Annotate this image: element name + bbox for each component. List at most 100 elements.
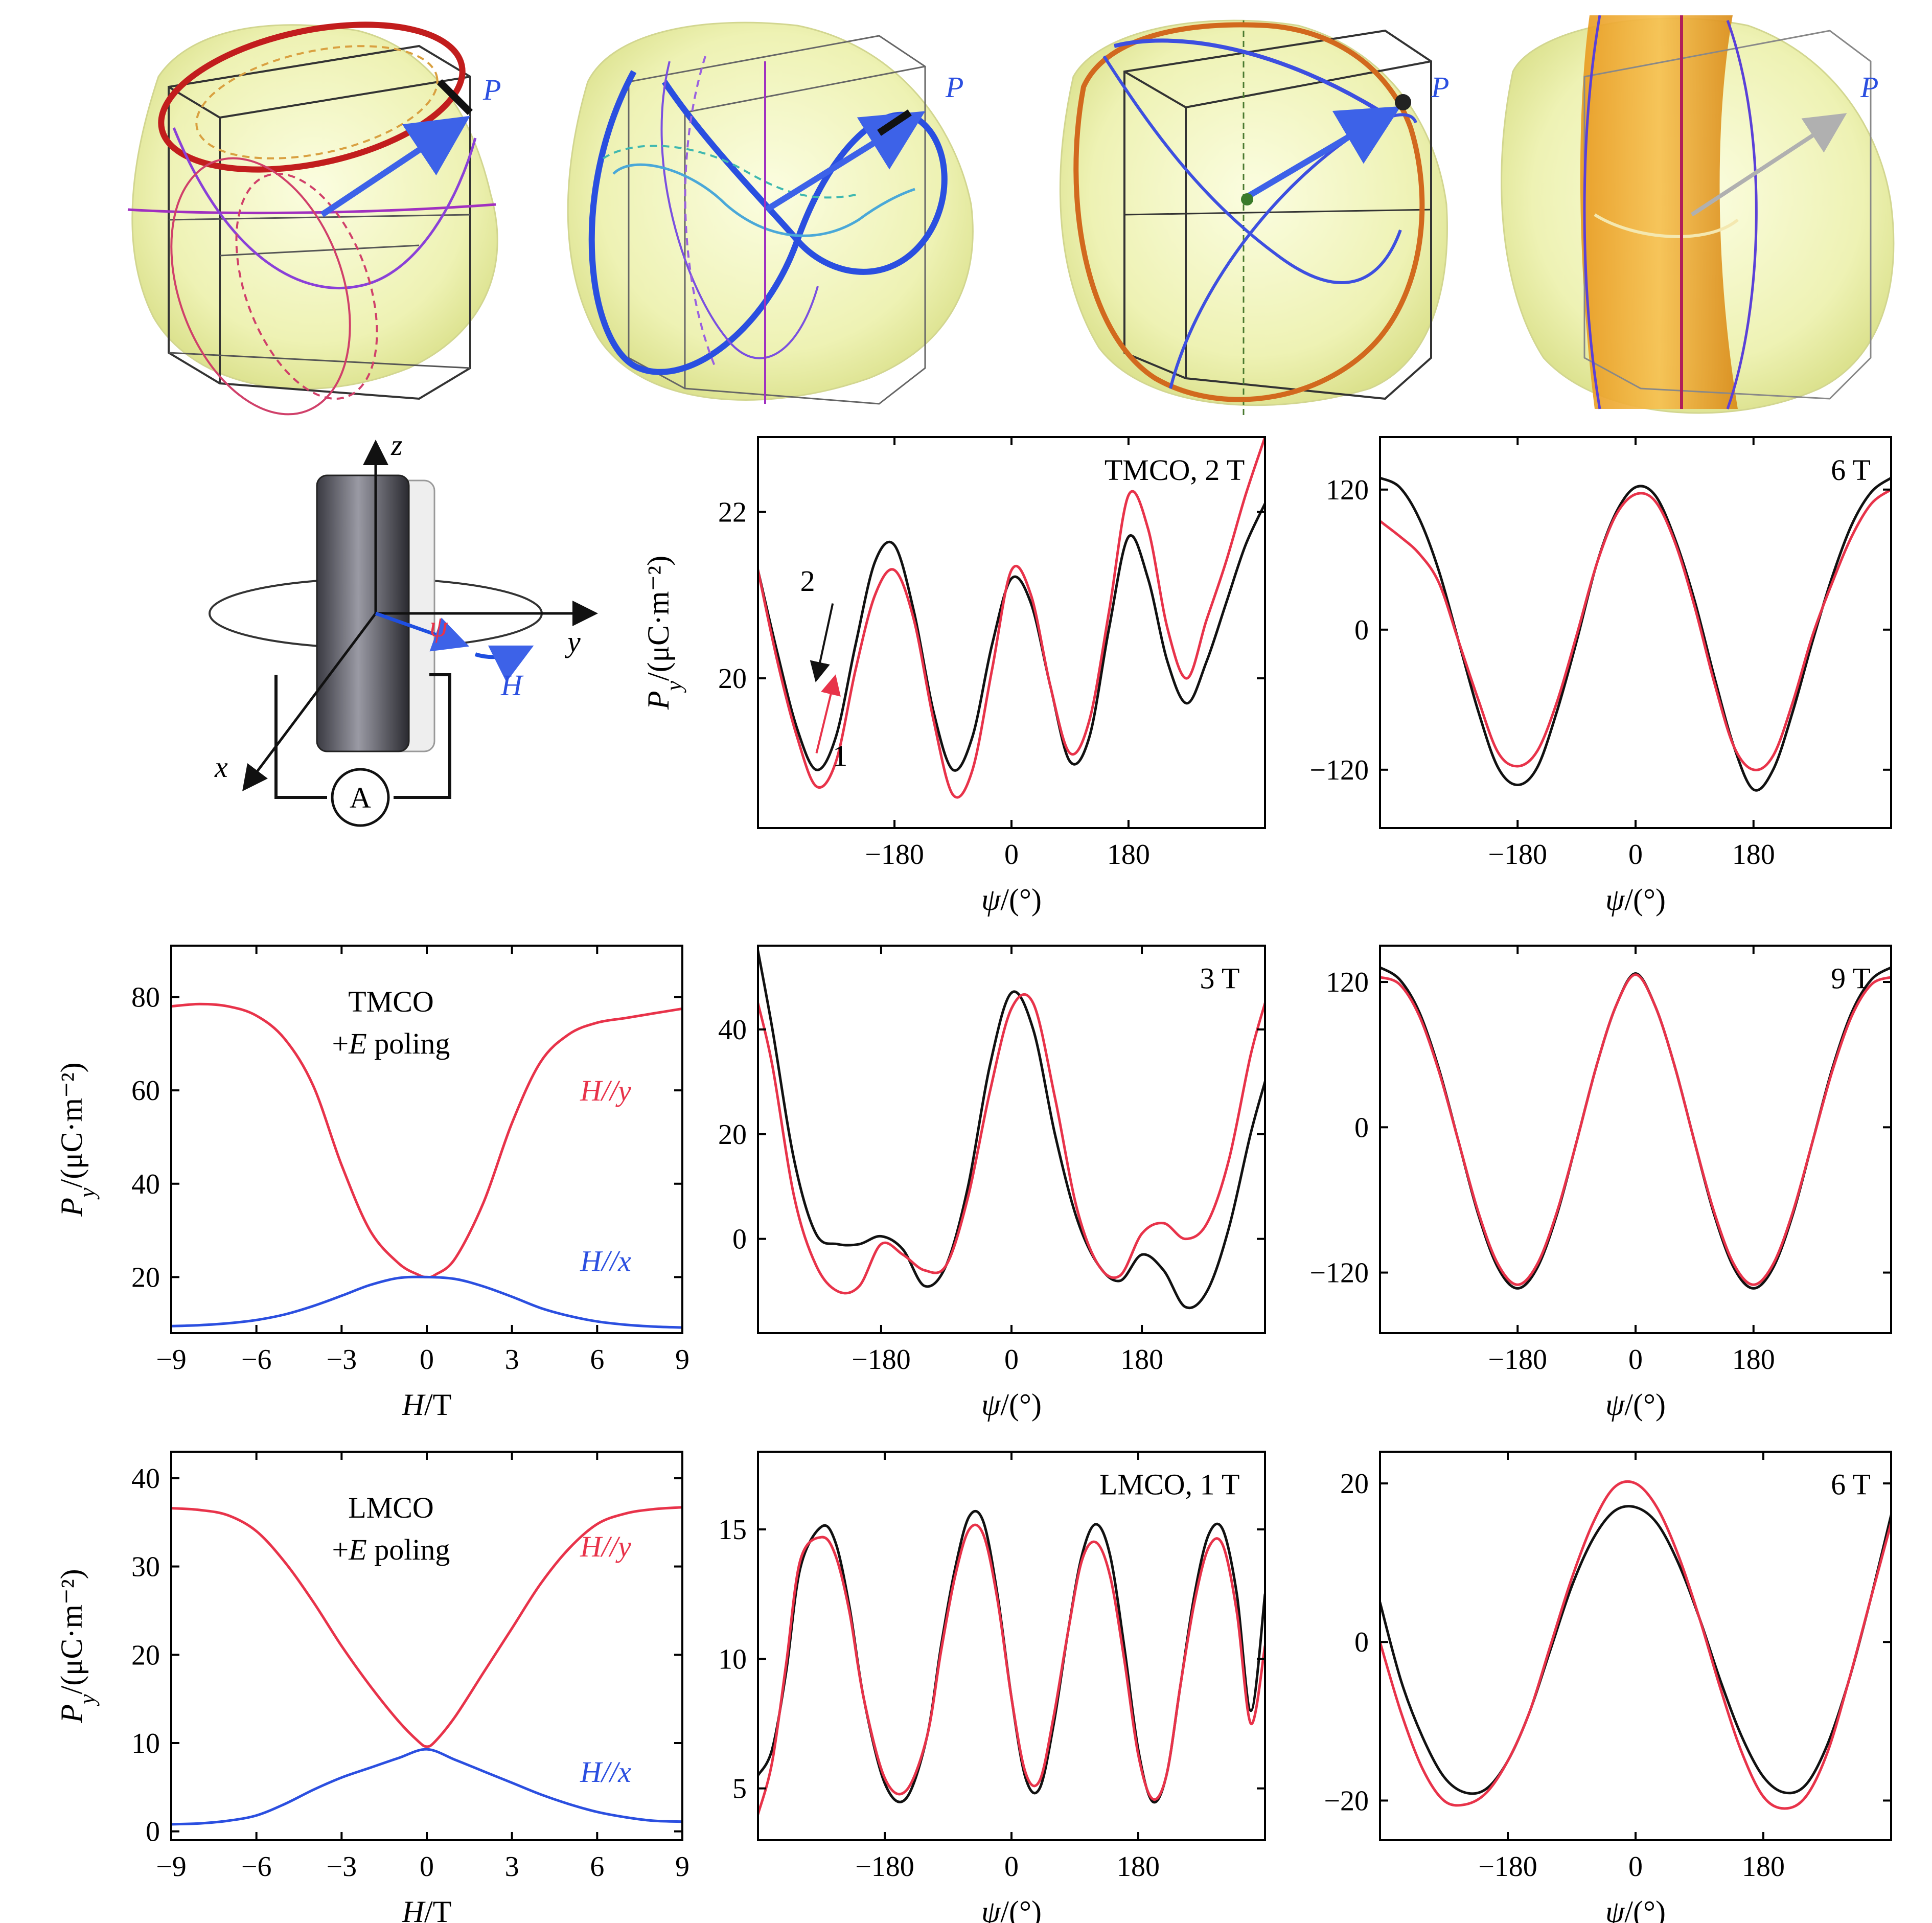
y-tick-label: 20 <box>1340 1468 1369 1500</box>
x-axis-label: x <box>214 750 228 784</box>
x-tick-label: 3 <box>505 1344 519 1376</box>
y-tick-label: 40 <box>131 1169 160 1200</box>
x-tick-label: 0 <box>1628 1344 1643 1376</box>
y-tick-label: −120 <box>1309 1257 1369 1289</box>
chart-lmco-6T: −180 0 180 −20 0 20 ψ/(°) 6 T <box>1324 1451 1892 1923</box>
polarization-label-4: P <box>1860 71 1878 104</box>
y-axis-label: y <box>565 625 581 658</box>
y-tick-label: 0 <box>146 1816 160 1848</box>
sweep-arrow-1 <box>815 674 841 753</box>
x-tick-label: 0 <box>1004 1851 1019 1883</box>
series-label: H//x <box>580 1755 631 1789</box>
panel-annotation: 6 T <box>1831 1468 1871 1501</box>
y-tick-label: 60 <box>131 1075 160 1107</box>
psi-label: ψ <box>429 610 448 643</box>
panel-annotation-line: LMCO <box>348 1491 434 1524</box>
plot-frame <box>757 1451 1266 1841</box>
x-axis-label: ψ/(°) <box>1605 1388 1666 1422</box>
y-tick-label: −120 <box>1309 754 1369 786</box>
y-tick-label: 80 <box>131 981 160 1013</box>
sweep-label-1: 1 <box>833 739 847 772</box>
y-tick-label: 0 <box>732 1224 747 1255</box>
series-label: H//y <box>580 1530 631 1563</box>
series-label: H//y <box>580 1074 631 1107</box>
series-line-black <box>1380 1505 1891 1795</box>
y-tick-label: 30 <box>131 1551 160 1583</box>
surface-1: P <box>127 21 501 416</box>
y-axis-label: Py/(μC·m⁻²) <box>641 556 686 710</box>
panel-annotation-line: +E poling <box>332 1027 450 1060</box>
y-tick-label: 22 <box>718 496 747 528</box>
series-line-red <box>758 1523 1265 1816</box>
sweep-label-2: 2 <box>800 564 815 598</box>
series-line-red <box>1380 488 1891 771</box>
x-axis-label: H/T <box>402 1895 452 1923</box>
x-axis-label: ψ/(°) <box>981 1895 1042 1923</box>
panel-annotation: 9 T <box>1831 962 1871 995</box>
y-tick-label: 10 <box>718 1643 747 1675</box>
y-tick-label: 20 <box>131 1639 160 1671</box>
series-line-red <box>1380 1480 1891 1810</box>
x-tick-label: −180 <box>1488 1344 1547 1376</box>
y-tick-label: 5 <box>732 1773 747 1805</box>
series-line-black <box>1380 966 1891 1290</box>
chart-tmco-3T: −180 0 180 0 20 40 ψ/(°) 3 T <box>718 945 1266 1422</box>
series-line-black <box>1380 476 1891 792</box>
y-axis-label: Py/(μC·m⁻²) <box>55 1062 100 1217</box>
x-tick-label: −9 <box>156 1344 187 1376</box>
x-tick-label: 0 <box>420 1851 434 1883</box>
x-tick-label: 180 <box>1732 1344 1775 1376</box>
setup-diagram: A z y x ψ H <box>209 428 598 827</box>
chart-tmco-2T: −180 0 180 20 22 ψ/(°) Py/(μC·m⁻²) TMCO, 2 T 2 1 <box>641 436 1266 917</box>
x-tick-label: 3 <box>505 1851 519 1883</box>
y-tick-label: 15 <box>718 1514 747 1546</box>
x-tick-label: −3 <box>327 1851 357 1883</box>
x-tick-label: −180 <box>852 1344 911 1376</box>
chart-lmco-1T: −180 0 180 5 10 15 ψ/(°) LMCO, 1 T <box>718 1451 1266 1923</box>
series-line-h-x <box>171 1275 682 1329</box>
x-tick-label: 0 <box>1628 1851 1643 1883</box>
y-tick-label: 20 <box>131 1262 160 1293</box>
panel-annotation-line: TMCO <box>348 985 434 1018</box>
x-tick-label: 6 <box>590 1344 604 1376</box>
chart-lmco-field: −9 −6 −3 0 3 6 9 0 10 20 30 40 H/T Py/(μC·m⁻²) LMCO +E … <box>55 1451 689 1923</box>
x-tick-label: 9 <box>675 1851 689 1883</box>
panel-annotation: LMCO, 1 T <box>1099 1468 1239 1501</box>
y-tick-label: −20 <box>1324 1785 1369 1817</box>
y-tick-label: 0 <box>1354 1112 1369 1143</box>
x-tick-label: −3 <box>327 1344 357 1376</box>
series-line-black <box>758 949 1265 1309</box>
x-axis-label: ψ/(°) <box>1605 1895 1666 1923</box>
y-tick-label: 0 <box>1354 1627 1369 1658</box>
polarization-label-1: P <box>482 73 501 106</box>
x-axis-label: ψ/(°) <box>981 1388 1042 1422</box>
y-tick-label: 40 <box>718 1014 747 1046</box>
sweep-arrow-2 <box>810 603 834 682</box>
panel-annotation-line: +E poling <box>332 1533 450 1566</box>
surface-3: P <box>1059 19 1449 419</box>
x-tick-label: 180 <box>1117 1851 1160 1883</box>
series-line-h-y <box>171 1506 682 1748</box>
x-tick-label: 180 <box>1120 1344 1163 1376</box>
panel-annotation: 6 T <box>1831 453 1871 487</box>
x-tick-label: −180 <box>865 839 924 871</box>
series-line-h-x <box>171 1748 682 1826</box>
y-tick-label: 40 <box>131 1463 160 1495</box>
x-tick-label: 180 <box>1107 839 1150 871</box>
series-line-red <box>758 993 1265 1295</box>
x-tick-label: −6 <box>241 1851 272 1883</box>
plot-frame <box>757 945 1266 1334</box>
y-tick-label: 120 <box>1326 967 1369 998</box>
x-tick-label: 180 <box>1742 1851 1785 1883</box>
y-tick-label: 20 <box>718 1119 747 1151</box>
series-line-black <box>758 502 1265 772</box>
polarization-label-3: P <box>1431 71 1449 104</box>
y-tick-label: 0 <box>1354 614 1369 646</box>
x-tick-label: −6 <box>241 1344 272 1376</box>
x-tick-label: −180 <box>1488 839 1547 871</box>
x-tick-label: −180 <box>1478 1851 1537 1883</box>
chart-tmco-field: −9 −6 −3 0 3 6 9 20 40 60 80 H/T Py/(μC·m⁻²) TMCO +E p… <box>55 945 689 1422</box>
x-tick-label: 180 <box>1732 839 1775 871</box>
